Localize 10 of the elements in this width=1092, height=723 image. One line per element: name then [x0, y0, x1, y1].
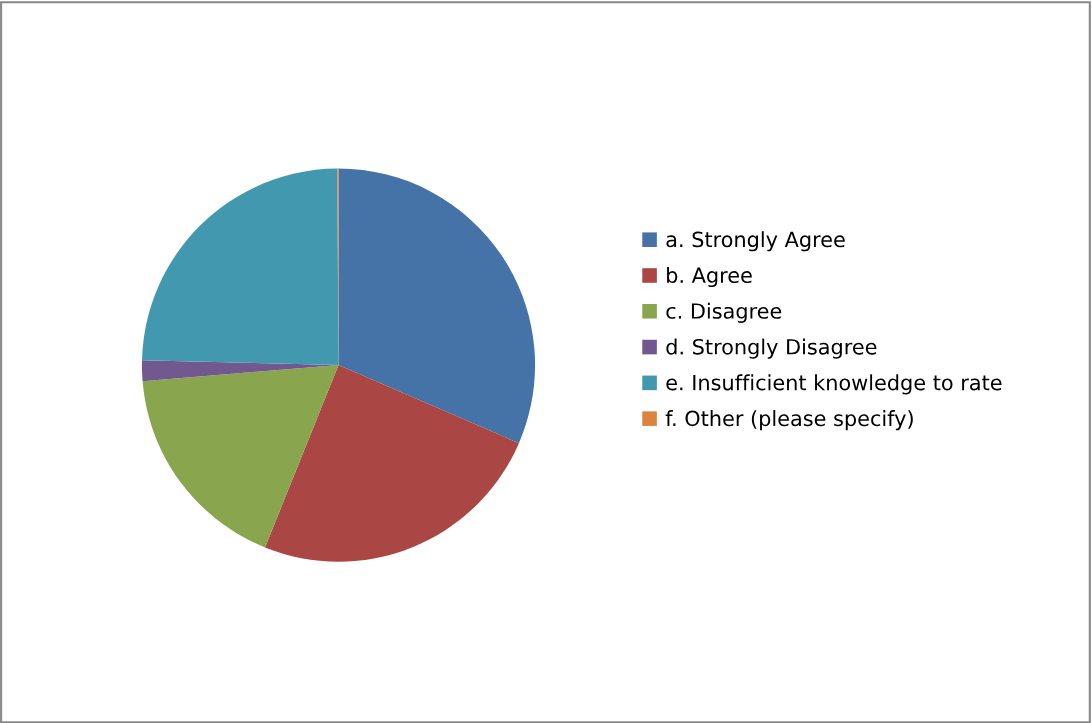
legend-label: e. Insufficient knowledge to rate [666, 374, 1002, 395]
legend-label: d. Strongly Disagree [666, 338, 877, 359]
pie-slice [338, 168, 536, 444]
pie-slice [142, 365, 339, 548]
legend-label: a. Strongly Agree [666, 231, 845, 252]
legend-label: b. Agree [667, 266, 752, 288]
pie-slice [265, 365, 519, 562]
pie-slice [142, 168, 339, 366]
legend-label: f. Other (please specify) [665, 410, 913, 431]
legend-label: c. Disagree [666, 302, 782, 323]
